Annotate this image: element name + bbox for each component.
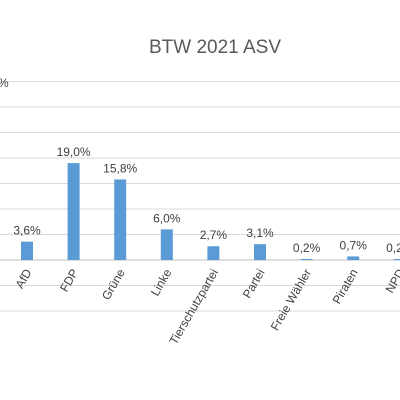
bar-gr-ne xyxy=(114,179,127,260)
data-label: 0,7% xyxy=(340,238,368,252)
category-label: Freie Wähler xyxy=(268,267,314,333)
data-label: 6,0% xyxy=(153,211,181,225)
category-label: Grüne xyxy=(99,266,128,302)
data-label: 3,1% xyxy=(246,226,274,240)
data-label: 0,2% xyxy=(293,241,321,255)
category-label: Partei xyxy=(240,267,268,301)
category-label: AfD xyxy=(12,266,34,291)
bar-fdp xyxy=(67,163,80,260)
data-label: 0,2% xyxy=(386,241,400,255)
bar-tierschutzpartei xyxy=(207,246,220,260)
chart-title: BTW 2021 ASV xyxy=(149,37,281,58)
gridlines xyxy=(0,81,400,312)
bar-freie-w-hler xyxy=(300,258,313,260)
bar-afd xyxy=(21,241,33,260)
data-label: 19,0% xyxy=(57,145,91,159)
data-label: 2,7% xyxy=(200,228,228,242)
category-label: Linke xyxy=(148,266,175,298)
category-label: Tierschutzpartei xyxy=(166,267,221,348)
bars xyxy=(21,163,400,260)
data-label: 3,6% xyxy=(13,224,41,238)
category-label: NPD xyxy=(383,266,400,295)
bar-piraten xyxy=(347,256,360,260)
y-axis-partial-label: % xyxy=(0,76,9,90)
category-label: FDP xyxy=(57,267,81,295)
data-labels: 3,6%19,0%15,8%6,0%2,7%3,1%0,2%0,7%0,2%0,… xyxy=(13,145,400,255)
category-label: Piraten xyxy=(330,267,361,307)
bar-npd xyxy=(393,258,400,260)
bar-linke xyxy=(160,229,173,260)
bar-partei xyxy=(254,244,266,260)
data-label: 15,8% xyxy=(103,161,137,175)
